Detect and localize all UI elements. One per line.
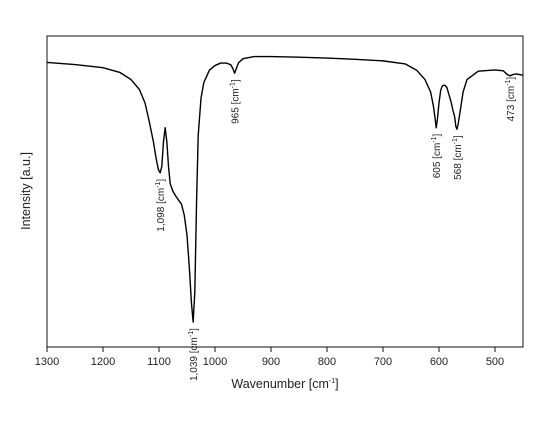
peak-label-1039: 1,039 [cm-1]: [188, 328, 200, 381]
series-layer: [46, 55, 524, 323]
peak-label-text: 568 [cm: [453, 144, 464, 180]
x-axis-label-close: ]: [335, 377, 338, 391]
spectrum-line-0: [46, 55, 524, 323]
plot-frame: [46, 35, 524, 348]
peak-label-text: 605 [cm: [432, 143, 443, 179]
peak-label-sup: -1: [505, 79, 512, 85]
x-tick-label-500: 500: [486, 356, 504, 368]
x-tick-label-600: 600: [430, 356, 448, 368]
peak-label-text: 965 [cm: [231, 88, 242, 124]
y-axis-label: Intensity [a.u.]: [19, 152, 33, 230]
x-tick-label-800: 800: [318, 356, 336, 368]
x-tick-label-1100: 1100: [147, 356, 171, 368]
peak-label-605: 605 [cm-1]: [431, 133, 443, 178]
peak-label-text: 1,098 [cm: [156, 188, 167, 232]
x-axis-label: Wavenumber [cm-1]: [231, 377, 338, 391]
peak-label-sup: -1: [230, 82, 237, 88]
x-tick-label-900: 900: [262, 356, 280, 368]
peak-label-sup: -1: [431, 136, 438, 142]
peak-label-sup: -1: [155, 181, 162, 187]
peak-label-sup: -1: [452, 138, 459, 144]
x-tick-label-1200: 1200: [91, 356, 115, 368]
peak-label-close: ]: [453, 135, 464, 138]
peak-label-text: 1,039 [cm: [189, 337, 200, 381]
x-axis-label-sup: -1: [329, 378, 335, 385]
peak-label-473: 473 [cm-1]: [505, 77, 517, 122]
peak-label-close: ]: [231, 79, 242, 82]
peak-label-close: ]: [432, 133, 443, 136]
x-axis: 1300 1200 1100 1000 900 800 700 600 500: [35, 347, 504, 368]
peak-annotations: 1,098 [cm-1]1,039 [cm-1]965 [cm-1]605 [c…: [155, 77, 517, 381]
peak-label-sup: -1: [188, 331, 195, 337]
peak-label-close: ]: [189, 328, 200, 331]
x-tick-label-700: 700: [374, 356, 392, 368]
peak-label-close: ]: [506, 77, 517, 80]
peak-label-text: 473 [cm: [506, 86, 517, 122]
peak-label-1098: 1,098 [cm-1]: [155, 179, 167, 232]
peak-label-568: 568 [cm-1]: [452, 135, 464, 180]
peak-label-close: ]: [156, 179, 167, 182]
x-tick-label-1000: 1000: [203, 356, 227, 368]
peak-label-965: 965 [cm-1]: [230, 79, 242, 124]
x-axis-label-text: Wavenumber [cm: [231, 377, 328, 391]
x-tick-label-1300: 1300: [35, 356, 59, 368]
